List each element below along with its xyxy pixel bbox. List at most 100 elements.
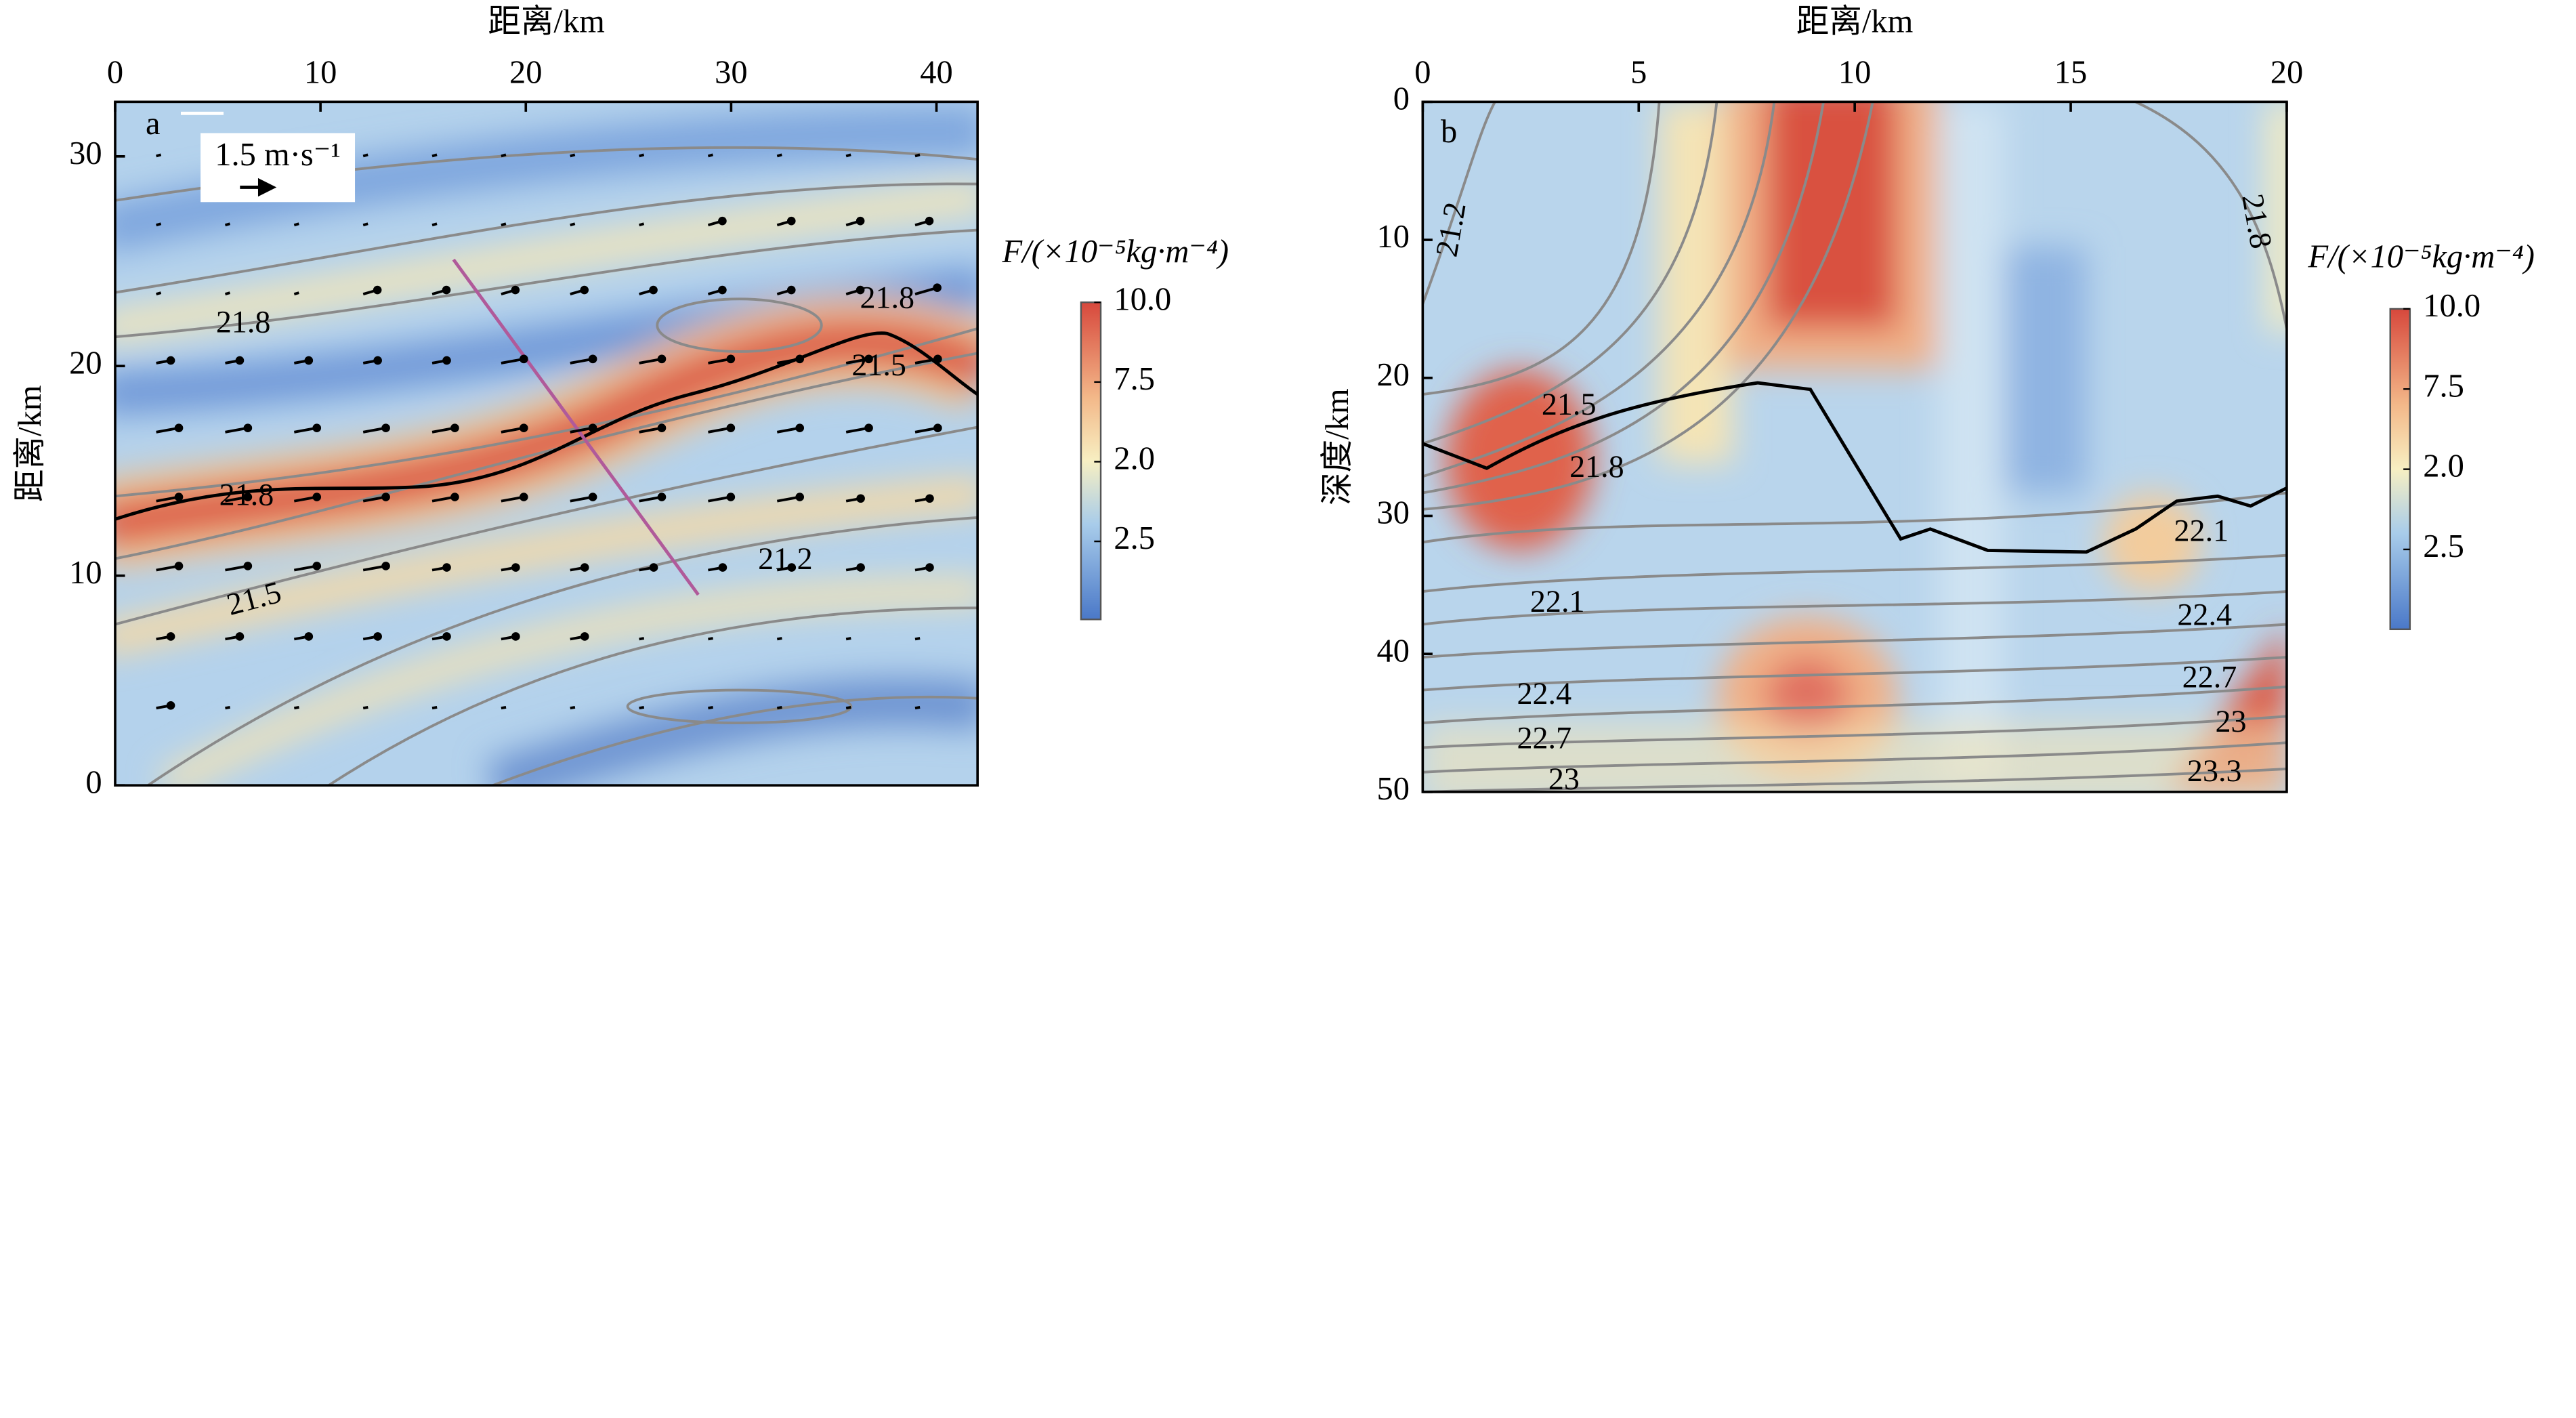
vector bbox=[570, 153, 576, 158]
vector-head bbox=[864, 423, 873, 433]
contour-label: 23 bbox=[1548, 762, 1580, 796]
vector-head bbox=[649, 563, 658, 572]
x-tick-label: 20 bbox=[509, 55, 543, 91]
vector-head bbox=[519, 423, 528, 433]
contour-label: 22.1 bbox=[1530, 584, 1585, 619]
x-tick-label: 10 bbox=[1838, 55, 1872, 91]
vector-head bbox=[519, 354, 528, 364]
vector bbox=[914, 637, 921, 641]
x-tick-label: 15 bbox=[2054, 55, 2088, 91]
vector-head bbox=[442, 563, 451, 572]
vector-head bbox=[312, 423, 322, 433]
field-a bbox=[114, 102, 978, 786]
vector bbox=[776, 706, 782, 710]
vector-head bbox=[933, 354, 942, 364]
vector-head bbox=[786, 285, 796, 295]
vector bbox=[914, 706, 921, 710]
vector bbox=[362, 706, 368, 710]
contour-label: 23.3 bbox=[2187, 753, 2242, 788]
contour-label: 21.5 bbox=[1542, 387, 1597, 421]
vector bbox=[639, 153, 645, 158]
vector bbox=[293, 706, 299, 710]
colorbar-tick-label: 7.5 bbox=[1114, 361, 1155, 397]
contour-label: 21.8 bbox=[216, 305, 271, 339]
colorbar-tick-label: 2.5 bbox=[2423, 528, 2464, 564]
vector-head bbox=[243, 423, 253, 433]
vector-head bbox=[933, 423, 942, 433]
vector bbox=[776, 637, 782, 641]
vector-head bbox=[718, 285, 727, 295]
vector-head bbox=[787, 563, 797, 572]
vector bbox=[225, 706, 230, 710]
y-tick-label: 0 bbox=[1393, 81, 1410, 117]
vector bbox=[708, 706, 713, 710]
field-b bbox=[1422, 102, 2287, 792]
x-tick-label: 20 bbox=[2271, 55, 2304, 91]
vector-head bbox=[511, 563, 520, 572]
vector-head bbox=[312, 493, 322, 501]
vector-head bbox=[174, 423, 184, 433]
vector-head bbox=[243, 562, 253, 570]
vector bbox=[224, 291, 230, 295]
plot-frame bbox=[114, 100, 979, 787]
vector-head bbox=[304, 632, 314, 641]
legend-label: 1.5 m·s⁻¹ bbox=[215, 137, 341, 173]
vector-head bbox=[373, 285, 382, 295]
legend-box bbox=[200, 133, 356, 203]
vector-head bbox=[856, 216, 865, 226]
colorbar-tick-label: 2.0 bbox=[1114, 441, 1155, 477]
vector bbox=[293, 222, 299, 227]
vector bbox=[845, 706, 851, 710]
x-axis-label: 距离/km bbox=[488, 4, 604, 40]
vector bbox=[501, 222, 507, 227]
vector bbox=[431, 153, 438, 158]
x-tick-label: 40 bbox=[920, 55, 953, 91]
y-tick-label: 10 bbox=[69, 555, 102, 591]
vector bbox=[639, 222, 645, 227]
vector-head bbox=[304, 356, 314, 365]
vector-head bbox=[381, 423, 390, 433]
vector-head bbox=[442, 285, 451, 295]
y-tick-label: 30 bbox=[1376, 495, 1410, 531]
vector-head bbox=[657, 423, 667, 433]
vector-head bbox=[174, 493, 184, 501]
colorbar-tick-label: 10.0 bbox=[1114, 281, 1171, 317]
x-axis-label: 距离/km bbox=[1796, 4, 1913, 40]
vector bbox=[708, 637, 713, 641]
colorbar-tick-label: 2.5 bbox=[1114, 520, 1155, 556]
y-axis-label: 深度/km bbox=[1319, 388, 1355, 505]
vector-head bbox=[657, 354, 667, 364]
vector bbox=[156, 153, 162, 158]
vector bbox=[570, 706, 576, 710]
vector-head bbox=[718, 563, 727, 572]
vector bbox=[845, 153, 851, 158]
contour-label: 21.5 bbox=[851, 348, 906, 382]
contour-label: 22.7 bbox=[1517, 720, 1572, 755]
vector-head bbox=[580, 285, 589, 295]
y-axis-label: 距离/km bbox=[12, 385, 48, 502]
y-tick-label: 20 bbox=[69, 345, 102, 381]
x-tick-label: 30 bbox=[715, 55, 748, 91]
vector-head bbox=[519, 493, 528, 501]
vector-head bbox=[381, 562, 390, 570]
vector bbox=[431, 222, 438, 227]
vector-head bbox=[588, 423, 597, 433]
vector-head bbox=[442, 632, 451, 641]
vector bbox=[362, 222, 368, 227]
contour-label: 22.1 bbox=[2174, 514, 2229, 548]
vector-head bbox=[856, 494, 865, 503]
vector-head bbox=[166, 356, 175, 365]
vector-head bbox=[726, 354, 736, 364]
x-tick-label: 0 bbox=[1414, 55, 1431, 91]
vector-head bbox=[235, 632, 245, 641]
vector-head bbox=[235, 356, 245, 365]
vector-head bbox=[373, 356, 382, 365]
x-tick-label: 5 bbox=[1630, 55, 1647, 91]
contour-label: 21.2 bbox=[758, 541, 813, 576]
x-tick-label: 0 bbox=[107, 55, 123, 91]
y-tick-label: 30 bbox=[69, 135, 102, 171]
vector bbox=[501, 706, 507, 710]
vector bbox=[639, 637, 645, 641]
contour-label: 21.8 bbox=[860, 280, 914, 314]
vector-head bbox=[925, 563, 934, 572]
